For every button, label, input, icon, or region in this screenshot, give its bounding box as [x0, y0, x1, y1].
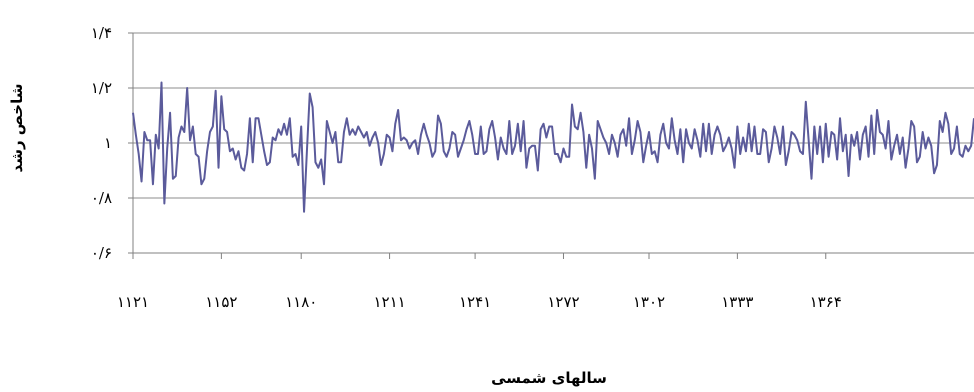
x-tick-label: ۱۲۷۲: [547, 293, 579, 311]
y-tick-label: ۱/۲: [91, 79, 112, 97]
x-tick-label: ۱۱۸۰: [285, 293, 317, 311]
y-tick-labels: ۰/۶ ۰/۸ ۱ ۱/۲ ۱/۴: [91, 24, 112, 262]
x-axis-title: سالهای شمسی: [491, 369, 607, 387]
x-tick-label: ۱۲۱۱: [373, 293, 405, 311]
x-tick-label: ۱۳۳۳: [721, 293, 753, 311]
y-axis-title: شاخص رشد: [8, 84, 26, 173]
x-tick-label: ۱۱۲۱: [117, 293, 149, 311]
x-tick-label: ۱۳۰۲: [633, 293, 665, 311]
x-tick-label: ۱۱۵۲: [205, 293, 237, 311]
x-tick-labels: ۱۱۲۱ ۱۱۵۲ ۱۱۸۰ ۱۲۱۱ ۱۲۴۱ ۱۲۷۲ ۱۳۰۲ ۱۳۳۳ ۱۳۶۴: [117, 293, 842, 311]
y-tick-label: ۰/۶: [91, 244, 112, 262]
x-tick-marks: [132, 253, 827, 259]
x-tick-label: ۱۲۴۱: [459, 293, 491, 311]
growth-index-line: [132, 81, 974, 213]
x-tick-label: ۱۳۶۴: [810, 293, 842, 311]
y-tick-label: ۱/۴: [91, 24, 112, 42]
y-tick-label: ۰/۸: [91, 189, 112, 207]
y-tick-label: ۱: [104, 134, 112, 152]
